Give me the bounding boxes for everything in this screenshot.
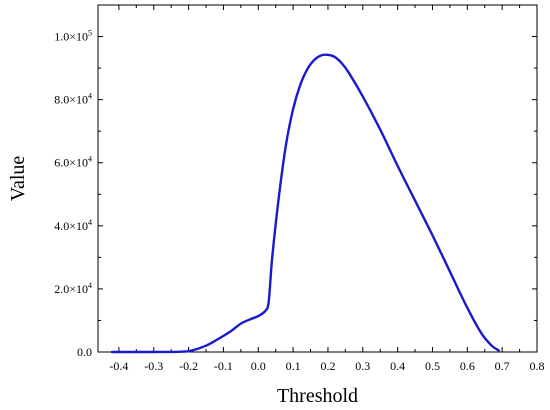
y-axis-ticks: 0.0 2.0×104 4.0×104 6.0×104 8.0×104 1.0×105 [54, 29, 537, 359]
x-tick-label: 0.0 [251, 359, 266, 373]
plot-border [97, 4, 538, 353]
x-tick-label: -0.3 [144, 359, 163, 373]
y-tick-label: 1.0×105 [54, 29, 92, 44]
x-tick-label: 0.4 [390, 359, 405, 373]
x-tick-label: 0.8 [530, 359, 545, 373]
y-tick-label: 8.0×104 [54, 92, 92, 107]
y-tick-label: 4.0×104 [54, 218, 92, 233]
y-tick-label: 0.0 [77, 345, 92, 359]
x-axis-ticks: -0.4 -0.3 -0.2 -0.1 0.0 0.1 0.2 0.3 0.4 0.5 0.6 0.7… [109, 5, 545, 373]
x-tick-label: 0.5 [425, 359, 440, 373]
x-tick-label: -0.2 [179, 359, 198, 373]
x-tick-label: 0.1 [286, 359, 301, 373]
x-axis-title: Threshold [277, 385, 358, 407]
plot-frame [97, 4, 538, 353]
y-axis-title: Value [7, 156, 29, 202]
series-layer [110, 53, 500, 354]
x-tick-label: 0.7 [495, 359, 510, 373]
y-tick-label: 2.0×104 [54, 281, 92, 296]
x-tick-label: 0.3 [355, 359, 370, 373]
y-tick-label: 6.0×104 [54, 155, 92, 170]
x-tick-label: -0.4 [109, 359, 128, 373]
series-line [110, 53, 500, 354]
x-tick-label: -0.1 [214, 359, 233, 373]
x-tick-label: 0.6 [460, 359, 475, 373]
x-tick-label: 0.2 [320, 359, 335, 373]
